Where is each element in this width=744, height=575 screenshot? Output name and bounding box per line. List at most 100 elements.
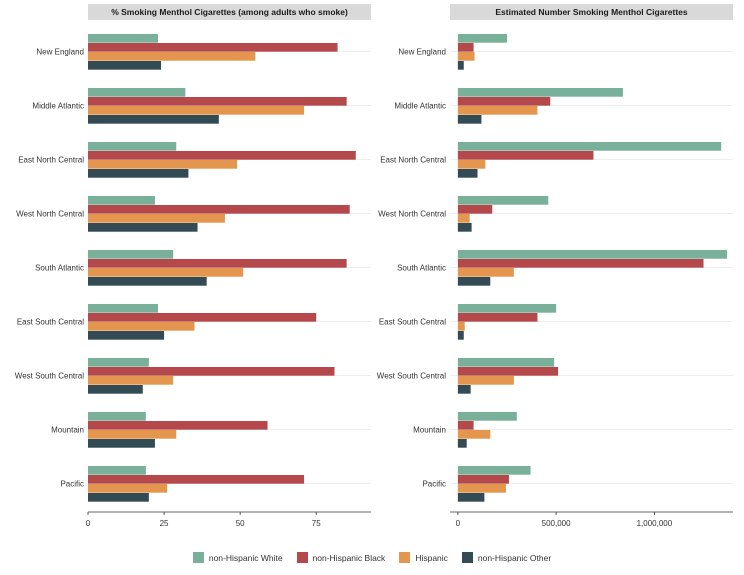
- legend-swatch: [192, 552, 204, 563]
- panel2-category-label: East North Central: [380, 155, 446, 164]
- panel2-bar-non-hispanic-white-south-atlantic: [457, 250, 728, 259]
- panel1-bar-non-hispanic-other-west-north-central: [88, 223, 198, 232]
- panel2-bar-non-hispanic-black-west-south-central: [457, 367, 559, 376]
- panel2-bar-non-hispanic-other-east-south-central: [457, 331, 464, 340]
- panel2-category-label: East South Central: [379, 317, 446, 326]
- legend-label: Hispanic: [415, 552, 448, 563]
- panel1-bar-hispanic-mountain: [88, 430, 177, 439]
- panel1-bar-non-hispanic-white-west-north-central: [88, 196, 155, 205]
- panel1-category-label: Pacific: [60, 479, 84, 488]
- panel1-tick-label: 0: [86, 519, 91, 528]
- panel1-bar-non-hispanic-white-south-atlantic: [88, 250, 174, 259]
- panel1-bar-non-hispanic-other-middle-atlantic: [88, 115, 219, 124]
- panel2-category-label: West North Central: [378, 209, 446, 218]
- panel2-category-label: Middle Atlantic: [394, 101, 446, 110]
- panel2-bar-hispanic-middle-atlantic: [457, 106, 538, 115]
- legend-label: non-Hispanic Other: [477, 552, 552, 563]
- panel1-bar-non-hispanic-white-mountain: [88, 412, 146, 421]
- panel1-tick-label: 75: [312, 519, 321, 528]
- panel2-bar-non-hispanic-other-south-atlantic: [457, 277, 491, 286]
- panel2-bar-non-hispanic-other-pacific: [457, 493, 485, 502]
- panel2-category-label: New England: [398, 47, 446, 56]
- panel1-bar-non-hispanic-other-east-south-central: [88, 331, 165, 340]
- legend-item-white: non-Hispanic White: [192, 552, 283, 563]
- panel2-bar-hispanic-east-north-central: [457, 160, 486, 169]
- panel1-bar-non-hispanic-other-new-england: [88, 61, 162, 70]
- panel1-bar-non-hispanic-black-new-england: [88, 43, 338, 52]
- panel1-bar-non-hispanic-white-middle-atlantic: [88, 88, 186, 97]
- panel2-bar-hispanic-new-england: [457, 52, 475, 61]
- panel1-bar-non-hispanic-other-east-north-central: [88, 169, 189, 178]
- panel2-bar-non-hispanic-white-mountain: [457, 412, 517, 421]
- panel2-bar-non-hispanic-white-new-england: [457, 34, 507, 43]
- panel1-category-label: New England: [36, 47, 84, 56]
- panel2-bar-hispanic-mountain: [457, 430, 491, 439]
- panel2-bar-non-hispanic-black-mountain: [457, 421, 474, 430]
- panel1-bar-non-hispanic-other-west-south-central: [88, 385, 143, 394]
- panel1-category-label: West South Central: [15, 371, 84, 380]
- legend-item-other: non-Hispanic Other: [461, 552, 552, 563]
- panel2-bar-hispanic-west-south-central: [457, 376, 514, 385]
- panel2-bar-non-hispanic-other-middle-atlantic: [457, 115, 482, 124]
- panel2-tick-label: 500,000: [542, 519, 571, 528]
- panel2-tick-label: 1,000,000: [637, 519, 673, 528]
- panel1-bar-non-hispanic-black-mountain: [88, 421, 268, 430]
- panel1-bar-non-hispanic-white-pacific: [88, 466, 146, 475]
- legend-swatch: [399, 552, 411, 563]
- panel1-bar-non-hispanic-other-south-atlantic: [88, 277, 207, 286]
- panel1-bar-non-hispanic-white-east-north-central: [88, 142, 177, 151]
- legend-label: non-Hispanic Black: [312, 552, 386, 563]
- panel1-bar-hispanic-east-south-central: [88, 322, 195, 331]
- panel2-bar-hispanic-pacific: [457, 484, 507, 493]
- panel2-bar-non-hispanic-black-new-england: [457, 43, 474, 52]
- panel2-bar-non-hispanic-other-west-north-central: [457, 223, 472, 232]
- panel1-category-label: South Atlantic: [35, 263, 84, 272]
- panel2-bar-non-hispanic-black-south-atlantic: [457, 259, 704, 268]
- panel2-bar-non-hispanic-other-new-england: [457, 61, 464, 70]
- panel1-category-label: Mountain: [51, 425, 84, 434]
- panel2-bar-hispanic-east-south-central: [457, 322, 465, 331]
- panel2-bar-non-hispanic-other-west-south-central: [457, 385, 471, 394]
- legend-swatch: [296, 552, 308, 563]
- panel1-bar-hispanic-south-atlantic: [88, 268, 244, 277]
- panel2-bar-non-hispanic-white-east-south-central: [457, 304, 557, 313]
- panel1-bar-non-hispanic-black-south-atlantic: [88, 259, 347, 268]
- panel2-category-label: Mountain: [413, 425, 446, 434]
- legend-item-black: non-Hispanic Black: [296, 552, 386, 563]
- panel1-title-strip: [88, 4, 371, 20]
- panel2-bar-non-hispanic-white-middle-atlantic: [457, 88, 623, 97]
- panel2-bar-non-hispanic-black-east-north-central: [457, 151, 594, 160]
- panel1-title: % Smoking Menthol Cigarettes (among adul…: [111, 7, 348, 17]
- panel1-bar-non-hispanic-white-east-south-central: [88, 304, 158, 313]
- panel2-bar-non-hispanic-white-east-north-central: [457, 142, 722, 151]
- panel2-bar-non-hispanic-black-west-north-central: [457, 205, 493, 214]
- panel1-bar-hispanic-west-north-central: [88, 214, 225, 223]
- panel2-bar-hispanic-west-north-central: [457, 214, 470, 223]
- panel1-category-label: East North Central: [18, 155, 84, 164]
- legend-item-hispanic: Hispanic: [399, 552, 448, 563]
- panel2-bar-non-hispanic-black-pacific: [457, 475, 509, 484]
- panel2-bar-non-hispanic-white-pacific: [457, 466, 531, 475]
- panel1-bar-hispanic-west-south-central: [88, 376, 174, 385]
- panel1-bar-hispanic-pacific: [88, 484, 168, 493]
- panel2-bar-non-hispanic-black-middle-atlantic: [457, 97, 551, 106]
- legend-swatch: [461, 552, 473, 563]
- panel1-tick-label: 25: [160, 519, 169, 528]
- panel1-bar-non-hispanic-black-east-north-central: [88, 151, 356, 160]
- panel1-bar-non-hispanic-black-middle-atlantic: [88, 97, 347, 106]
- panel1-category-label: East South Central: [17, 317, 84, 326]
- panel1-bar-hispanic-east-north-central: [88, 160, 238, 169]
- panel2-title: Estimated Number Smoking Menthol Cigaret…: [495, 7, 687, 17]
- panel2-category-label: South Atlantic: [397, 263, 446, 272]
- panel2-bar-non-hispanic-other-east-north-central: [457, 169, 478, 178]
- panel1-bar-hispanic-middle-atlantic: [88, 106, 305, 115]
- panel2-bar-non-hispanic-white-west-south-central: [457, 358, 555, 367]
- panel2-title-strip: [450, 4, 733, 20]
- legend: non-Hispanic White non-Hispanic Black Hi…: [0, 552, 744, 563]
- panel2-category-label: West South Central: [377, 371, 446, 380]
- panel2-tick-label: 0: [456, 519, 461, 528]
- panel1-bar-hispanic-new-england: [88, 52, 256, 61]
- panel1-category-label: Middle Atlantic: [32, 101, 84, 110]
- panel1-category-label: West North Central: [16, 209, 84, 218]
